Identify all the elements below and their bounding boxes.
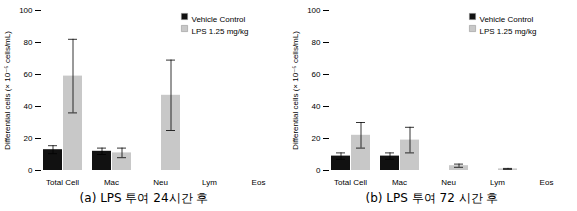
svg-text:80: 80 — [24, 38, 33, 47]
svg-text:Mac: Mac — [392, 178, 407, 187]
svg-text:Differential cells (× 10⁻⁵ cel: Differential cells (× 10⁻⁵ cells/mL) — [291, 31, 300, 150]
svg-text:60: 60 — [24, 70, 33, 79]
svg-text:0: 0 — [28, 166, 33, 175]
svg-text:20: 20 — [312, 134, 321, 143]
svg-text:Eos: Eos — [252, 178, 266, 187]
svg-text:0: 0 — [316, 166, 321, 175]
svg-text:Vehicle Control: Vehicle Control — [480, 15, 534, 24]
svg-text:Vehicle Control: Vehicle Control — [192, 15, 246, 24]
svg-text:Neu: Neu — [153, 178, 168, 187]
svg-text:Mac: Mac — [104, 178, 119, 187]
svg-text:100: 100 — [307, 6, 321, 15]
svg-text:LPS 1.25 mg/kg: LPS 1.25 mg/kg — [192, 27, 249, 36]
svg-text:40: 40 — [24, 102, 33, 111]
svg-text:Differential cells (× 10⁻⁵ cel: Differential cells (× 10⁻⁵ cells/mL) — [3, 31, 12, 150]
svg-text:Eos: Eos — [540, 178, 554, 187]
svg-text:Total Cell: Total Cell — [46, 178, 79, 187]
svg-text:Neu: Neu — [441, 178, 456, 187]
svg-text:60: 60 — [312, 70, 321, 79]
html-text:(b) LPS 투여 72 시간 후: (b) LPS 투여 72 시간 후 — [365, 191, 499, 205]
svg-text:100: 100 — [19, 6, 33, 15]
svg-text:Lym: Lym — [202, 178, 217, 187]
svg-text:80: 80 — [312, 38, 321, 47]
svg-text:Lym: Lym — [490, 178, 505, 187]
svg-text:20: 20 — [24, 134, 33, 143]
html-text:(a) LPS 투여 24시간 후: (a) LPS 투여 24시간 후 — [79, 191, 209, 205]
svg-text:40: 40 — [312, 102, 321, 111]
svg-text:Total Cell: Total Cell — [334, 178, 367, 187]
svg-text:LPS 1.25 mg/kg: LPS 1.25 mg/kg — [480, 27, 537, 36]
